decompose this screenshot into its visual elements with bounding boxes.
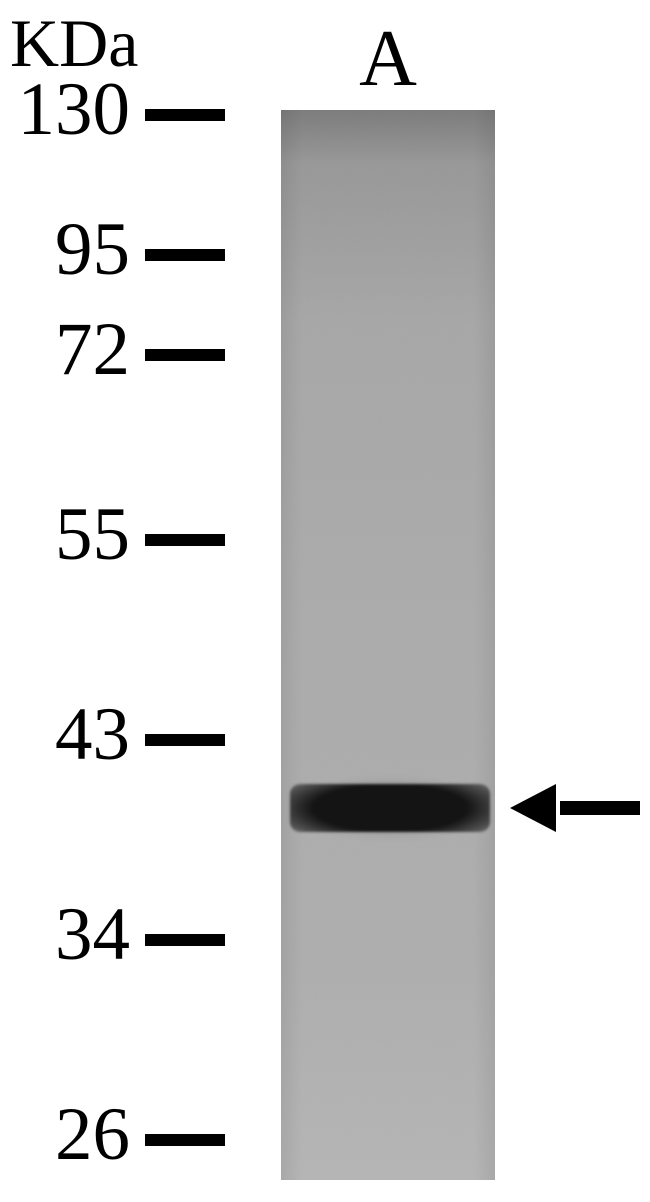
mw-marker-tick bbox=[145, 734, 225, 746]
mw-marker-label: 34 bbox=[0, 897, 130, 972]
mw-marker-tick bbox=[145, 1134, 225, 1146]
western-blot-figure: KDaA130957255433426 bbox=[0, 0, 650, 1202]
lane-noise-overlay bbox=[281, 110, 495, 1180]
mw-marker-label: 55 bbox=[0, 497, 130, 572]
protein-band bbox=[290, 784, 490, 832]
mw-marker-tick bbox=[145, 109, 225, 121]
band-pointer-arrow-icon bbox=[506, 774, 644, 842]
mw-marker-tick bbox=[145, 349, 225, 361]
mw-marker-label: 43 bbox=[0, 697, 130, 772]
mw-marker-label: 26 bbox=[0, 1097, 130, 1172]
mw-marker-label: 95 bbox=[0, 212, 130, 287]
lane-label: A bbox=[281, 14, 495, 105]
mw-marker-label: 72 bbox=[0, 312, 130, 387]
mw-marker-tick bbox=[145, 249, 225, 261]
mw-marker-label: 130 bbox=[0, 72, 130, 147]
mw-marker-tick bbox=[145, 534, 225, 546]
mw-marker-tick bbox=[145, 934, 225, 946]
